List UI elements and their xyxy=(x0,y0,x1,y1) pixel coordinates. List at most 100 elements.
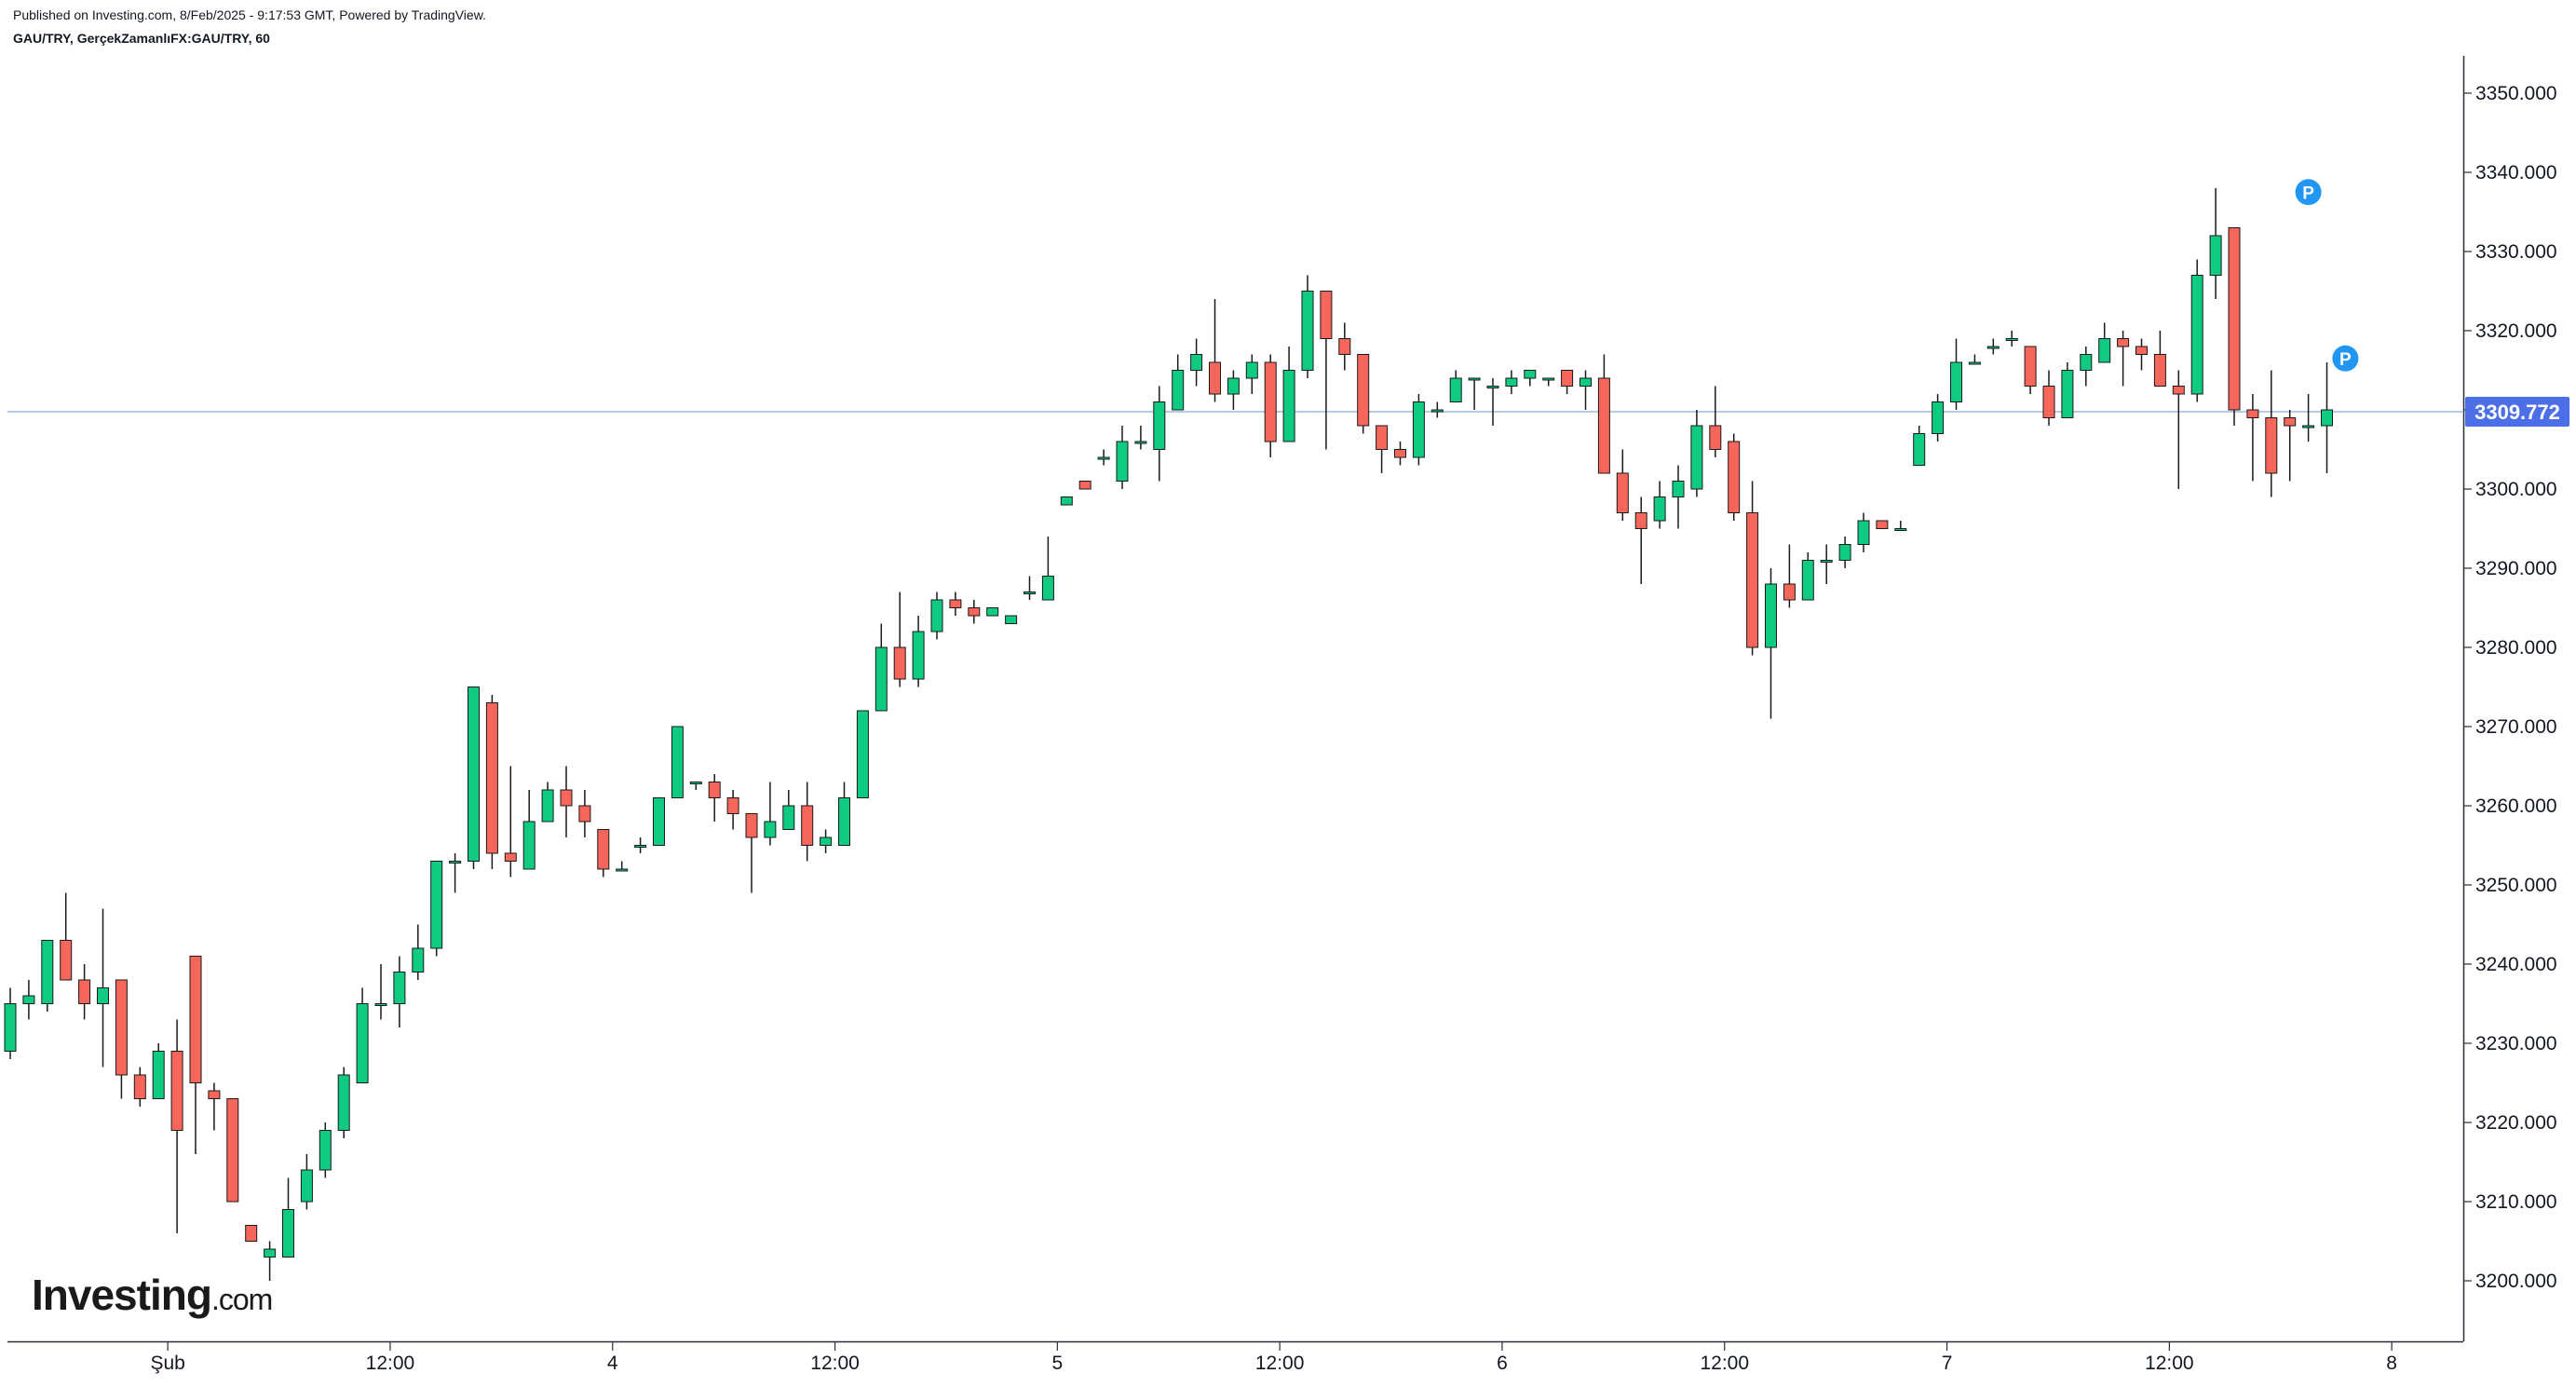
candle xyxy=(2061,362,2074,418)
candle-body-up xyxy=(1894,528,1907,531)
current-price-label: 3309.772 xyxy=(2474,401,2560,424)
price-tick-label: 3280.000 xyxy=(2475,637,2557,659)
candle-body-up xyxy=(1227,377,1240,395)
candle-body-down xyxy=(1320,291,1333,339)
price-tick-label: 3270.000 xyxy=(2475,716,2557,738)
price-tick-label: 3200.000 xyxy=(2475,1271,2557,1292)
candle xyxy=(1005,615,1018,624)
candle xyxy=(2302,394,2315,442)
candle xyxy=(2080,347,2093,387)
candle xyxy=(2209,188,2222,299)
candle-body-up xyxy=(1505,377,1518,387)
candle-body-down xyxy=(2153,354,2166,387)
candles-layer xyxy=(4,188,2333,1281)
candle-body-up xyxy=(1134,441,1147,444)
candle xyxy=(1542,377,1555,387)
candle xyxy=(764,782,777,846)
candle-body-up xyxy=(1024,592,1036,594)
candle-body-down xyxy=(2024,346,2037,387)
candle-body-up xyxy=(1245,361,1258,379)
candle-body-up xyxy=(1190,354,1203,371)
candle-body-down xyxy=(1209,361,1221,395)
candle-body-up xyxy=(2005,338,2018,341)
candle-body-up xyxy=(856,710,869,798)
candle-body-up xyxy=(468,687,480,862)
candle-body-up xyxy=(1449,377,1462,402)
candle xyxy=(1746,481,1759,656)
candle xyxy=(1597,354,1610,474)
price-tick-label: 3260.000 xyxy=(2475,795,2557,817)
candle xyxy=(170,1019,183,1233)
candle xyxy=(1913,426,1926,466)
candle-body-down xyxy=(1709,425,1722,450)
candle xyxy=(78,964,91,1020)
candle xyxy=(541,782,554,823)
candle-body-up xyxy=(1301,291,1314,371)
candle xyxy=(412,924,425,980)
candle-body-up xyxy=(2209,235,2222,276)
candle-body-up xyxy=(1690,425,1703,490)
candle xyxy=(1820,544,1833,584)
current-price-badge: 3309.772 xyxy=(2465,396,2569,427)
candle-body-down xyxy=(2172,386,2185,395)
candle-body-up xyxy=(1820,560,1833,563)
time-axis[interactable]: Şub 12:00 4 12:00 5 12:00 6 12:00 7 12:00 8 xyxy=(150,1342,2397,1374)
candle-body-up xyxy=(337,1074,350,1131)
candle-body-up xyxy=(319,1130,332,1171)
candle xyxy=(820,829,833,853)
candle xyxy=(616,861,629,872)
pivot-marker: P xyxy=(2295,179,2322,206)
candle-body-up xyxy=(1005,615,1018,624)
candle-body-down xyxy=(2265,417,2278,474)
candle xyxy=(856,710,869,798)
price-tick-label: 3320.000 xyxy=(2475,320,2557,342)
candle xyxy=(1968,354,1981,365)
candle-body-up xyxy=(430,861,443,949)
investing-logo[interactable]: Investing.com xyxy=(32,1270,273,1320)
candle xyxy=(2265,370,2278,497)
time-tick-label: 7 xyxy=(1942,1353,1953,1374)
candle-body-down xyxy=(1597,377,1610,474)
candle xyxy=(374,964,387,1020)
candle-body-up xyxy=(152,1051,165,1099)
candle-body-up xyxy=(1172,370,1185,411)
candle-body-up xyxy=(1060,496,1073,506)
candle-body-up xyxy=(1542,377,1555,381)
candle xyxy=(1876,520,1889,529)
candle xyxy=(1765,568,1777,719)
candle-body-up xyxy=(838,797,850,846)
time-tick-label: 12:00 xyxy=(1700,1353,1749,1374)
candle xyxy=(300,1154,313,1210)
candle-body-up xyxy=(1524,370,1537,379)
candle-body-up xyxy=(1041,576,1054,601)
candle xyxy=(1097,449,1110,466)
candle-body-down xyxy=(1394,449,1406,458)
candle-body-up xyxy=(764,821,777,838)
candle-body-down xyxy=(597,829,610,870)
price-tick-label: 3340.000 xyxy=(2475,162,2557,184)
time-tick-label: 12:00 xyxy=(366,1353,415,1374)
candle-body-down xyxy=(78,979,91,1004)
candle-body-up xyxy=(1932,401,1945,434)
candle xyxy=(319,1122,332,1178)
candle-body-up xyxy=(782,805,795,830)
candle-body-up xyxy=(1486,386,1499,388)
candle xyxy=(1024,576,1036,600)
candle-body-up xyxy=(930,599,943,632)
candle-body-down xyxy=(1616,472,1629,513)
candle xyxy=(1116,426,1129,489)
candle-body-down xyxy=(560,789,573,807)
candle-body-up xyxy=(689,782,702,784)
candle-body-down xyxy=(1728,441,1741,513)
candle-body-down xyxy=(1783,583,1796,601)
candle xyxy=(1153,386,1166,482)
candle-body-up xyxy=(671,726,684,798)
candle-body-down xyxy=(1746,512,1759,648)
candle xyxy=(912,616,925,687)
candle-body-down xyxy=(1876,520,1889,529)
candle-body-up xyxy=(412,947,425,972)
time-tick-label: 8 xyxy=(2386,1353,2397,1374)
price-axis[interactable]: 3350.0003340.0003330.0003320.0003310.000… xyxy=(2464,83,2557,1292)
candle xyxy=(1412,394,1425,466)
